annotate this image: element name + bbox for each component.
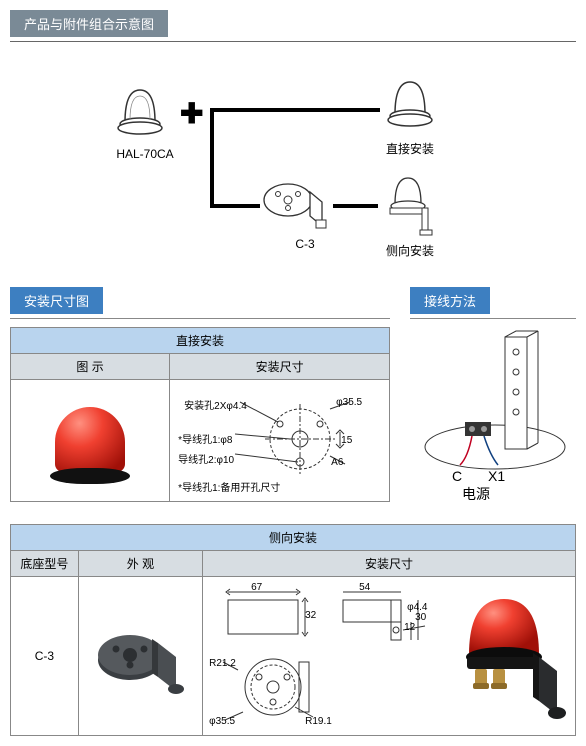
table-title: 直接安装 xyxy=(11,328,390,354)
dim-label: *导线孔1:φ8 xyxy=(178,431,232,446)
model-cell: C-3 xyxy=(11,577,79,736)
dim-label: R19.1 xyxy=(305,716,332,727)
dim-label: 12 xyxy=(404,622,415,633)
dim-label: 安装孔2Xφ4.4 xyxy=(184,397,247,412)
dimension-cell: 安装孔2Xφ4.4 φ35.5 *导线孔1:φ8 导线孔2:φ10 *导线孔1:… xyxy=(170,380,390,502)
wiring-c: C xyxy=(452,468,462,484)
dim-label: φ4.4 xyxy=(407,602,427,613)
dim-cell: 67 54 32 12 30 φ4.4 R21.2 φ35.5 R19.1 xyxy=(203,577,443,736)
rule xyxy=(410,318,576,319)
dim-label: 导线孔2:φ10 xyxy=(178,451,234,466)
beacon-bracket-icon xyxy=(380,172,440,237)
beacon-outline-icon xyxy=(385,74,435,129)
side-mount-label: 侧向安装 xyxy=(370,242,450,259)
col-header: 外 观 xyxy=(78,551,202,577)
bracket-label: C-3 xyxy=(265,237,345,251)
look-cell xyxy=(78,577,202,736)
col-header: 安装尺寸 xyxy=(170,354,390,380)
direct-mount-label: 直接安装 xyxy=(370,140,450,157)
connector-line xyxy=(210,108,214,208)
connector-line xyxy=(210,204,260,208)
combination-diagram: ✚ HAL-70CA 直接安装 侧向安装 C-3 xyxy=(10,52,576,272)
beacon-on-bracket-photo xyxy=(449,585,569,725)
dim-label: 67 xyxy=(251,582,262,593)
col-header: 图 示 xyxy=(11,354,170,380)
dim-label: A6 xyxy=(331,457,343,468)
col-header: 安装尺寸 xyxy=(203,551,576,577)
red-beacon-photo xyxy=(50,394,130,484)
bracket-photo xyxy=(90,605,190,705)
beacon-outline-icon xyxy=(115,82,165,137)
dim-label: φ35.5 xyxy=(209,716,235,727)
rule xyxy=(10,318,390,319)
dim-label: 15 xyxy=(341,435,352,446)
illustration-cell xyxy=(11,380,170,502)
dim-label: 30 xyxy=(415,612,426,623)
wiring-diagram: C X1 电源 xyxy=(410,327,576,497)
dim-label: *导线孔1:备用开孔尺寸 xyxy=(178,479,280,494)
bracket-c3-icon xyxy=(260,172,330,232)
wiring-power: 电源 xyxy=(462,484,490,504)
section-label-wiring: 接线方法 xyxy=(410,287,490,314)
wiring-x1: X1 xyxy=(488,468,505,484)
connector-line xyxy=(333,204,378,208)
col-header: 底座型号 xyxy=(11,551,79,577)
side-mount-table: 侧向安装 底座型号 外 观 安装尺寸 C-3 xyxy=(10,524,576,736)
product-label: HAL-70CA xyxy=(105,147,185,161)
dim-label: R21.2 xyxy=(209,658,236,669)
connector-line xyxy=(210,108,380,112)
dim-label: 32 xyxy=(305,610,316,621)
section-label-dimensions: 安装尺寸图 xyxy=(10,287,103,314)
direct-mount-table: 直接安装 图 示 安装尺寸 xyxy=(10,327,390,502)
photo-cell xyxy=(443,577,576,736)
table-title: 侧向安装 xyxy=(11,525,576,551)
dim-label: 54 xyxy=(359,582,370,593)
plus-icon: ✚ xyxy=(180,97,203,130)
dim-label: φ35.5 xyxy=(336,397,362,408)
dimension-drawing xyxy=(213,582,433,727)
section-label-combination: 产品与附件组合示意图 xyxy=(10,10,168,37)
rule xyxy=(10,41,576,42)
